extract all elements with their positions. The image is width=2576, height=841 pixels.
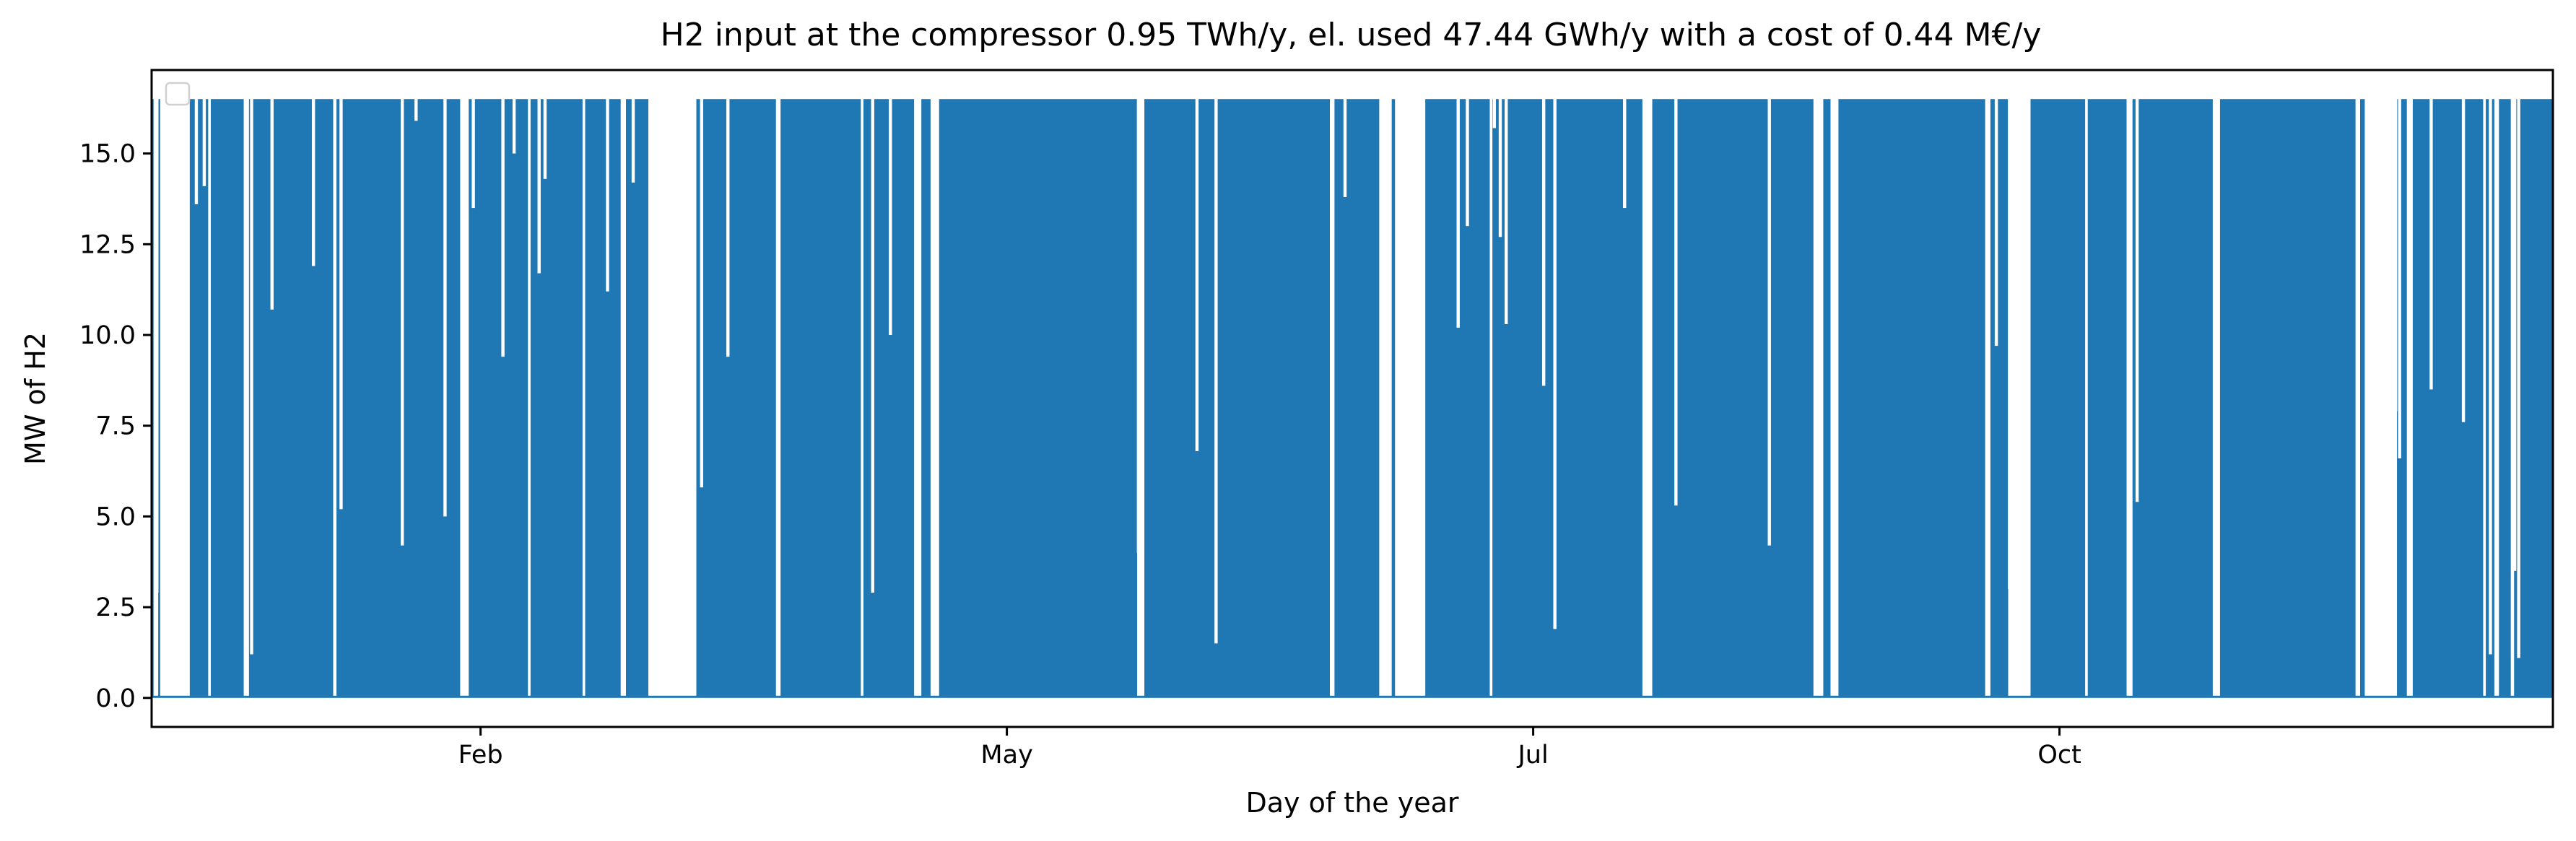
series-dip-14	[543, 97, 547, 179]
y-tick-label-5: 12.5	[79, 230, 136, 259]
series-dip-3	[250, 97, 253, 655]
x-tick-label-2: Jul	[1516, 741, 1548, 770]
series-off-period-1	[160, 97, 190, 696]
series-off-period-6	[528, 97, 531, 696]
series-dip-9	[443, 97, 447, 517]
series-off-period-22	[1985, 97, 1990, 696]
y-tick-label-4: 10.0	[79, 321, 136, 350]
series-off-period-12	[914, 97, 922, 696]
series-off-period-11	[861, 97, 863, 696]
series-dip-6	[339, 97, 343, 510]
series-off-period-19	[1642, 97, 1653, 696]
x-tick-label-1: May	[980, 741, 1032, 770]
y-tick-label-6: 15.0	[79, 140, 136, 169]
chart-title: H2 input at the compressor 0.95 TWh/y, e…	[661, 17, 2042, 53]
series-off-period-28	[2364, 97, 2398, 696]
series-off-period-21	[1830, 97, 1839, 696]
series-dip-46	[2512, 97, 2517, 571]
series-dip-35	[1674, 97, 1678, 506]
series-off-period-3	[243, 97, 249, 696]
series-fill	[152, 99, 2553, 698]
series-off-period-32	[2510, 97, 2515, 696]
series-dip-5	[311, 97, 316, 266]
series-off-period-14	[1137, 97, 1145, 696]
series-dip-16	[631, 97, 635, 183]
series-off-period-29	[2406, 97, 2413, 696]
series-off-period-9	[648, 97, 697, 696]
series-off-period-5	[460, 97, 469, 696]
series-dip-18	[726, 97, 730, 357]
series-off-period-24	[2085, 97, 2088, 696]
series-dip-30	[1498, 97, 1502, 238]
series-layer	[152, 99, 2553, 698]
x-tick-label-3: Oct	[2037, 741, 2081, 770]
series-dip-13	[537, 97, 541, 274]
series-dip-36	[1767, 97, 1771, 546]
series-off-period-25	[2126, 97, 2133, 696]
series-dip-15	[606, 97, 609, 292]
series-off-period-2	[208, 97, 212, 696]
series-off-period-31	[2494, 97, 2499, 696]
series-dip-24	[1214, 97, 1218, 644]
series-dip-29	[1492, 97, 1497, 128]
x-tick-label-0: Feb	[458, 741, 503, 770]
series-off-period-15	[1330, 97, 1335, 696]
series-dip-12	[512, 97, 516, 154]
series-off-period-18	[1489, 97, 1493, 696]
series-dip-31	[1505, 97, 1508, 324]
series-off-period-8	[620, 97, 626, 696]
series-off-period-16	[1379, 97, 1392, 696]
y-tick-label-0: 0.0	[95, 684, 136, 713]
x-axis: Feb May Jul Oct	[458, 727, 2081, 770]
y-tick-label-1: 2.5	[95, 593, 136, 622]
series-off-period-0	[153, 97, 159, 696]
series-dip-32	[1541, 97, 1546, 386]
y-tick-label-2: 5.0	[95, 502, 136, 531]
series-dip-7	[400, 97, 404, 546]
series-dip-28	[1466, 97, 1469, 227]
series-dip-43	[2429, 97, 2433, 390]
series-dip-17	[700, 97, 703, 488]
series-dip-11	[501, 97, 505, 357]
series-off-period-30	[2483, 97, 2486, 696]
series-off-period-13	[930, 97, 939, 696]
x-axis-label: Day of the year	[1245, 787, 1458, 819]
series-off-period-17	[1395, 97, 1426, 696]
series-dip-21	[889, 97, 892, 336]
series-off-period-20	[1813, 97, 1824, 696]
series-dip-42	[2398, 97, 2401, 458]
series-dip-25	[1343, 97, 1347, 197]
series-off-period-7	[582, 97, 586, 696]
series-dip-8	[414, 97, 418, 121]
series-off-period-10	[775, 97, 781, 696]
plot-frame	[150, 69, 2554, 728]
series-dip-4	[270, 97, 274, 310]
series-off-period-26	[2212, 97, 2220, 696]
offs-layer	[153, 97, 2515, 696]
series-off-period-23	[2008, 97, 2031, 696]
series-dip-1	[194, 97, 199, 205]
series-off-period-27	[2355, 97, 2361, 696]
legend-box	[165, 82, 191, 106]
y-axis: 0.0 2.5 5.0 7.5 10.0 12.5 15.0	[79, 140, 152, 713]
series-dip-40	[2135, 97, 2139, 502]
series-dip-2	[202, 97, 206, 186]
y-axis-label: MW of H2	[19, 332, 51, 465]
series-dip-45	[2489, 97, 2492, 655]
series-dip-44	[2461, 97, 2466, 422]
series-dip-47	[2517, 97, 2520, 658]
series-off-period-4	[333, 97, 337, 696]
series-dip-10	[471, 97, 475, 209]
plot-area	[150, 69, 2554, 728]
series-dip-34	[1623, 97, 1627, 209]
series-dip-33	[1553, 97, 1557, 629]
y-tick-label-3: 7.5	[95, 412, 136, 441]
series-dip-23	[1195, 97, 1199, 451]
series-dip-27	[1456, 97, 1460, 328]
series-dip-20	[871, 97, 874, 593]
series-dip-37	[1994, 97, 1998, 347]
